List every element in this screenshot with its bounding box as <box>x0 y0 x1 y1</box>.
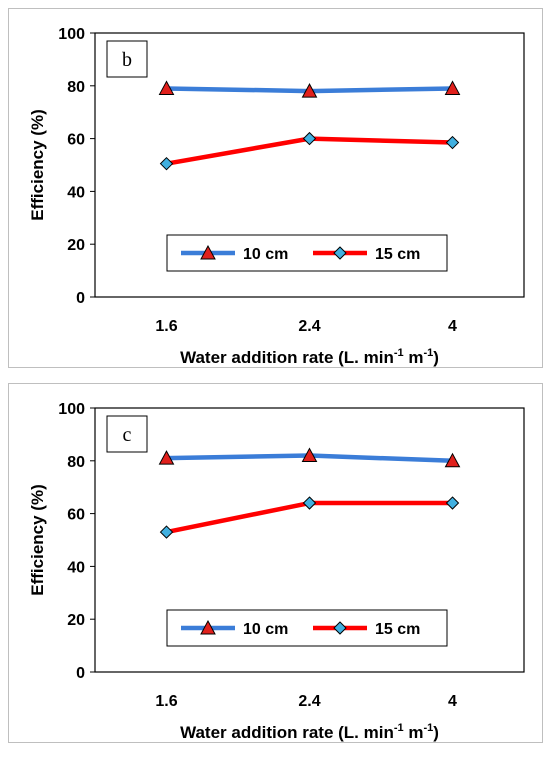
x-axis-label-part: m <box>404 348 424 367</box>
data-point-10cm <box>158 450 175 465</box>
data-point-15cm <box>159 525 174 539</box>
data-point-10cm <box>301 447 318 463</box>
data-point-10cm <box>444 80 461 95</box>
x-axis-label-part: ) <box>433 723 439 742</box>
legend-marker-10cm <box>200 619 216 635</box>
data-point-15cm <box>445 496 460 510</box>
plot-area-frame <box>94 407 525 673</box>
x-axis-label-superscript: -1 <box>423 722 433 734</box>
x-tick-label: 1.6 <box>155 318 177 335</box>
x-axis-label-part: m <box>404 723 424 742</box>
legend-label-15cm: 15 cm <box>375 621 420 638</box>
legend-marker-15cm <box>333 246 347 260</box>
data-point-10cm <box>444 452 461 468</box>
data-point-10cm <box>158 80 175 95</box>
y-tick-label: 40 <box>67 559 85 576</box>
data-point-15cm <box>302 496 317 510</box>
x-tick-label: 4 <box>448 693 457 710</box>
x-axis-label-superscript: -1 <box>394 347 404 359</box>
chart-panel-b: 0 20 40 60 80 100 1.6 2.4 4 Efficiency (%) Water a… <box>8 8 543 368</box>
y-tick-label: 20 <box>67 237 85 254</box>
x-axis-label: Water addition rate (L. min-1 m-1) <box>180 722 439 742</box>
y-tick-label: 60 <box>67 132 85 149</box>
panel-label-box <box>106 415 148 453</box>
x-tick-label: 2.4 <box>298 693 320 710</box>
y-tick-label: 0 <box>76 290 85 307</box>
legend-label-10cm: 10 cm <box>243 246 288 263</box>
data-point-15cm <box>445 135 460 150</box>
legend-marker-15cm <box>333 621 347 635</box>
data-point-10cm <box>301 83 318 98</box>
legend-label-15cm: 15 cm <box>375 246 420 263</box>
x-tick-label: 2.4 <box>298 318 320 335</box>
y-tick-label: 0 <box>76 665 85 682</box>
x-axis-label-part: Water addition rate (L. min <box>180 348 394 367</box>
data-point-15cm <box>159 156 174 171</box>
chart-c: 0 20 40 60 80 100 1.6 2.4 4 Efficiency (%) Water a… <box>28 401 525 742</box>
legend-label-10cm: 10 cm <box>243 621 288 638</box>
x-axis-label-part: Water addition rate (L. min <box>180 723 394 742</box>
y-axis-label: Efficiency (%) <box>28 484 47 595</box>
x-tick-label: 1.6 <box>155 693 177 710</box>
x-axis-label-superscript: -1 <box>394 722 404 734</box>
x-axis-label-superscript: -1 <box>423 347 433 359</box>
y-tick-label: 80 <box>67 79 85 96</box>
legend-marker-10cm <box>200 244 216 260</box>
y-tick-label: 60 <box>67 507 85 524</box>
chart-b: 0 20 40 60 80 100 1.6 2.4 4 Efficiency (%) Water a… <box>28 26 525 367</box>
y-tick-label: 100 <box>58 401 85 418</box>
panel-label: c <box>123 424 132 446</box>
x-axis-label-part: ) <box>433 348 439 367</box>
y-axis-label: Efficiency (%) <box>28 109 47 220</box>
plot-area-frame <box>94 32 525 298</box>
y-tick-label: 100 <box>58 26 85 43</box>
chart-panel-c: 0 20 40 60 80 100 1.6 2.4 4 Efficiency (%) Water a… <box>8 383 543 743</box>
y-tick-label: 80 <box>67 454 85 471</box>
panel-label-box <box>106 40 148 78</box>
y-tick-label: 20 <box>67 612 85 629</box>
data-point-15cm <box>302 131 317 146</box>
x-axis-label: Water addition rate (L. min-1 m-1) <box>180 347 439 367</box>
x-tick-label: 4 <box>448 318 457 335</box>
y-tick-label: 40 <box>67 184 85 201</box>
panel-label: b <box>122 49 132 71</box>
